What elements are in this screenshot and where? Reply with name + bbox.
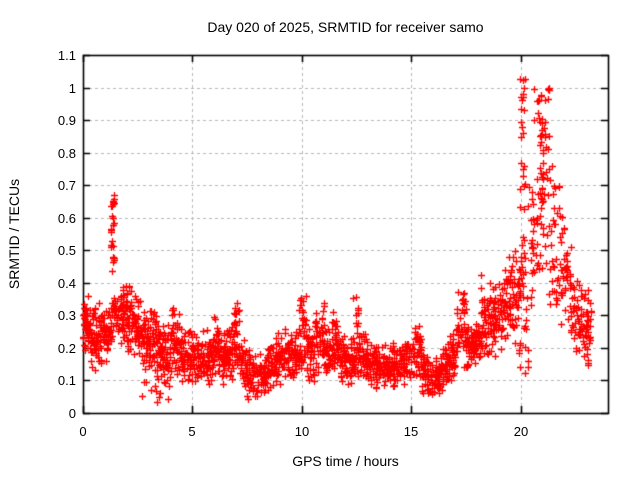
y-tick-label: 0.6 bbox=[57, 211, 76, 226]
y-tick-label: 0.1 bbox=[57, 373, 76, 388]
y-tick-label: 1.1 bbox=[57, 48, 76, 63]
chart-title: Day 020 of 2025, SRMTID for receiver sam… bbox=[207, 19, 484, 35]
x-tick-label: 15 bbox=[403, 424, 419, 439]
y-tick-label: 1 bbox=[68, 81, 76, 96]
y-tick-label: 0.2 bbox=[57, 341, 76, 356]
y-tick-label: 0.5 bbox=[57, 243, 76, 258]
y-tick-label: 0.9 bbox=[57, 113, 76, 128]
y-tick-label: 0.7 bbox=[57, 178, 76, 193]
y-tick-label: 0 bbox=[68, 406, 76, 421]
x-axis-label: GPS time / hours bbox=[292, 453, 399, 469]
x-tick-label: 0 bbox=[79, 424, 87, 439]
y-axis-label-text: SRMTID / TECUs bbox=[6, 178, 22, 290]
y-tick-label: 0.4 bbox=[57, 276, 76, 291]
x-tick-label: 10 bbox=[294, 424, 310, 439]
x-tick-label: 20 bbox=[513, 424, 529, 439]
y-tick-label: 0.3 bbox=[57, 308, 76, 323]
x-tick-label: 5 bbox=[188, 424, 196, 439]
y-tick-label: 0.8 bbox=[57, 146, 76, 161]
